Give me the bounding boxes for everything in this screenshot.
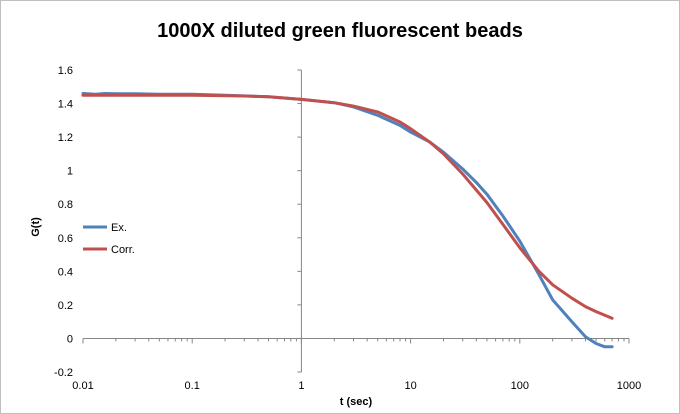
x-tick-label: 10 [404, 380, 416, 392]
x-tick-label: 1000 [617, 380, 641, 392]
y-tick-label: 1.2 [58, 132, 73, 144]
legend: Ex. Corr. [83, 222, 135, 256]
x-tick-label: 0.01 [72, 380, 93, 392]
x-axis-label: t (sec) [340, 396, 373, 408]
y-tick-label: 0.4 [58, 266, 73, 278]
chart-title: 1000X diluted green fluorescent beads [157, 20, 523, 42]
y-tick-label: 1 [67, 166, 73, 178]
y-tick-label: 1.6 [58, 65, 73, 77]
legend-label: Ex. [111, 222, 127, 234]
y-axis-label: G(t) [30, 217, 42, 237]
y-tick-label: 0.8 [58, 199, 73, 211]
series-line-ex [81, 92, 614, 349]
y-tick-label: 0.6 [58, 233, 73, 245]
y-tick-label: 0 [67, 333, 73, 345]
x-tick-label: 100 [511, 380, 529, 392]
series-group [81, 92, 614, 349]
axes: -0.2 0 0.2 0.4 0.6 0.8 1 1.2 1.4 1.6 0.01 0.1 1 10 100… [54, 65, 641, 392]
y-tick-label: 0.2 [58, 300, 73, 312]
legend-label: Corr. [111, 244, 135, 256]
y-tick-label: -0.2 [54, 367, 73, 379]
y-tick-label: 1.4 [58, 99, 73, 111]
x-tick-label: 1 [298, 380, 304, 392]
x-tick-label: 0.1 [185, 380, 200, 392]
series-line-corr [81, 93, 614, 320]
